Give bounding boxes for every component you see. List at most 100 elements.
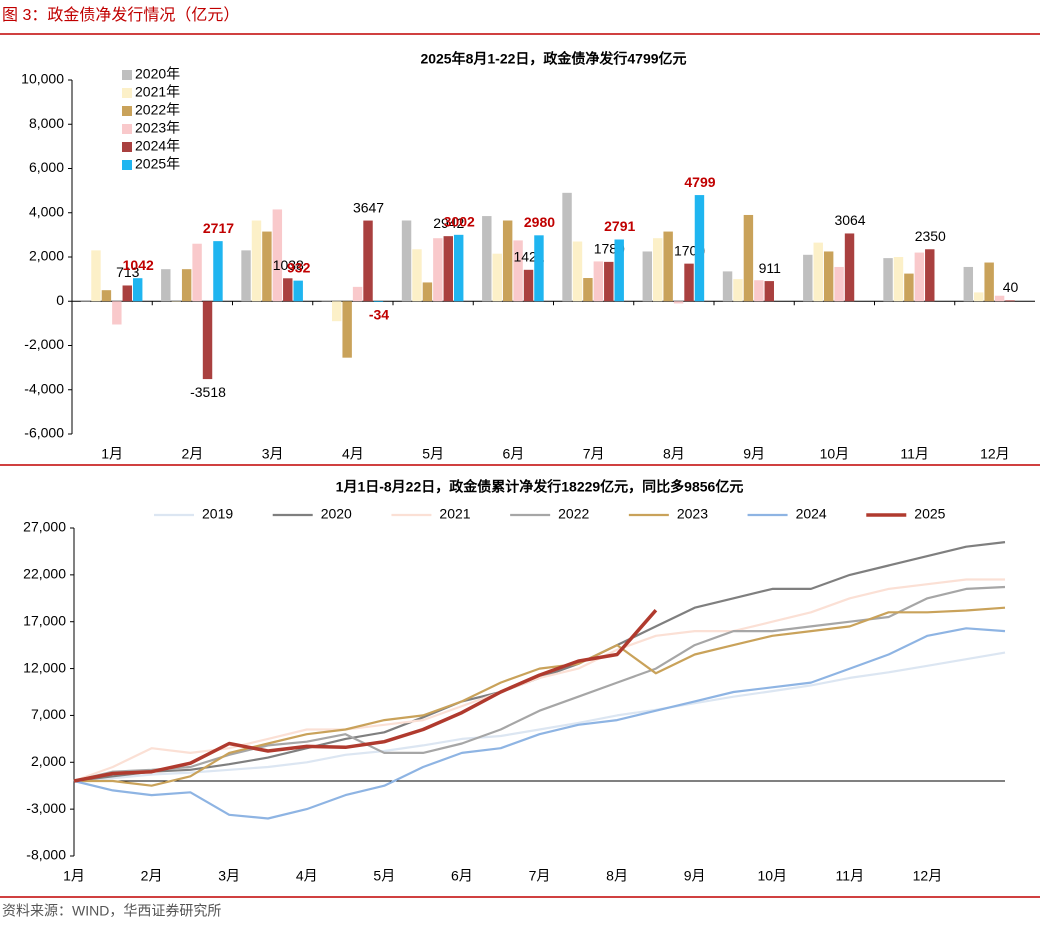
bar: [422, 282, 433, 302]
bar: [132, 278, 143, 302]
legend-label: 2020: [321, 506, 352, 522]
legend-label: 2024: [796, 506, 827, 522]
data-label: -34: [369, 307, 389, 323]
bar: [91, 250, 101, 302]
legend-label: 2025年: [135, 156, 180, 172]
legend-swatch: [122, 106, 132, 116]
bar: [192, 243, 202, 302]
bar: [534, 235, 544, 302]
x-tick-label: 4月: [342, 446, 364, 462]
bar: [492, 253, 502, 302]
bar: [1005, 300, 1015, 302]
bar: [904, 273, 914, 302]
line: [73, 627, 1006, 820]
bar: [523, 269, 534, 302]
y-tick-label: -3,000: [26, 800, 66, 816]
bar: [925, 249, 935, 302]
x-tick-label: 3月: [218, 868, 240, 884]
bar: [593, 261, 604, 302]
bar: [984, 262, 994, 302]
x-tick-label: 12月: [980, 446, 1010, 462]
bar: [642, 251, 653, 302]
x-tick-label: 5月: [422, 446, 444, 462]
bar: [321, 300, 332, 302]
x-tick-label: 2月: [181, 446, 203, 462]
x-tick-label: 4月: [296, 868, 318, 884]
line: [73, 651, 1006, 783]
bar: [562, 192, 572, 302]
x-tick-label: 7月: [529, 868, 551, 884]
legend-label: 2022: [558, 506, 589, 522]
bar: [893, 257, 904, 302]
data-label: 2350: [915, 228, 946, 244]
legend-swatch: [122, 124, 132, 134]
line: [73, 585, 1006, 783]
y-tick-label: 2,000: [31, 753, 66, 769]
legend-swatch: [122, 142, 132, 152]
x-tick-label: 6月: [502, 446, 524, 462]
legend-swatch: [122, 70, 132, 80]
data-label: 911: [759, 260, 782, 276]
x-tick-label: 10月: [820, 446, 850, 462]
y-tick-label: 2,000: [29, 248, 64, 264]
x-tick-label: 1月: [101, 446, 123, 462]
bar: [213, 241, 223, 302]
bar: [583, 278, 593, 302]
y-tick-label: 8,000: [29, 115, 64, 131]
bar: [764, 281, 774, 302]
line: [73, 541, 1006, 783]
legend-label: 2019: [202, 506, 233, 522]
x-tick-label: 2月: [141, 868, 163, 884]
bar: [202, 301, 213, 380]
data-label: 3002: [444, 214, 475, 230]
data-label: 40: [1003, 279, 1019, 295]
data-label: -3518: [190, 384, 226, 400]
bar: [443, 236, 453, 302]
bar: [754, 280, 764, 302]
x-tick-label: 12月: [913, 868, 943, 884]
bar: [743, 214, 754, 302]
chart-title: 1月1日-8月22日，政金债累计净发行18229亿元，同比多9856亿元: [336, 479, 744, 495]
y-tick-label: 6,000: [29, 159, 64, 175]
bar: [433, 238, 443, 302]
x-tick-label: 9月: [684, 868, 706, 884]
legend-label: 2020年: [135, 66, 180, 82]
bar: [342, 301, 352, 358]
x-tick-label: 6月: [451, 868, 473, 884]
x-tick-label: 5月: [373, 868, 395, 884]
legend-swatch: [122, 160, 132, 170]
bar: [513, 240, 523, 302]
figure-title: 图 3：政金债净发行情况（亿元）: [2, 6, 239, 24]
legend-label: 2022年: [135, 102, 180, 118]
bar: [363, 220, 373, 302]
y-tick-label: 22,000: [23, 566, 66, 582]
bar: [803, 254, 813, 302]
bar: [694, 195, 705, 302]
x-tick-label: 11月: [836, 868, 865, 884]
line: [73, 609, 658, 783]
bar: [283, 278, 293, 302]
line: [74, 606, 1006, 787]
y-tick-label: 0: [56, 292, 64, 308]
bar: [352, 286, 363, 302]
x-tick-label: 1月: [63, 868, 85, 884]
bar: [663, 231, 673, 302]
bar: [974, 292, 984, 302]
y-tick-label: 10,000: [21, 71, 64, 87]
data-label: 713: [116, 264, 140, 280]
data-label: 3064: [834, 212, 865, 228]
bar: [823, 251, 834, 302]
legend-label: 2021: [439, 506, 470, 522]
bar: [293, 280, 303, 302]
bar: [171, 301, 181, 302]
y-tick-label: -4,000: [24, 380, 64, 396]
data-label: 1042: [123, 257, 154, 273]
bar: [101, 290, 112, 302]
y-tick-label: -6,000: [24, 425, 64, 441]
bar: [963, 266, 974, 302]
bar: [673, 301, 684, 304]
bar: [241, 250, 251, 302]
bar: [332, 301, 342, 322]
data-label: 2942: [433, 215, 464, 231]
